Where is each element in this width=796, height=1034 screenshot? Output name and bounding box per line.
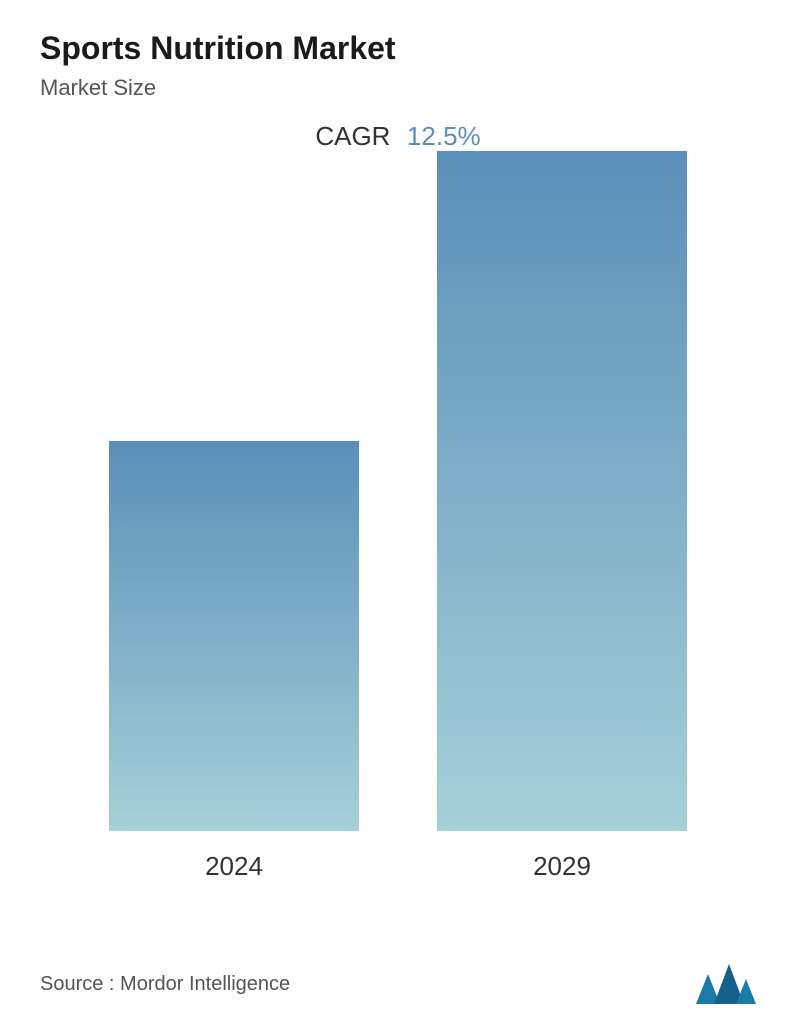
- cagr-value: 12.5%: [407, 121, 481, 151]
- bar-2029: [437, 151, 687, 831]
- cagr-label: CAGR: [315, 121, 390, 151]
- bar-wrapper-0: 2024: [109, 441, 359, 882]
- chart-footer: Source : Mordor Intelligence: [40, 964, 756, 1004]
- mordor-logo-icon: [696, 964, 756, 1004]
- bar-chart: 2024 2029: [40, 182, 756, 882]
- source-attribution: Source : Mordor Intelligence: [40, 973, 290, 996]
- bar-label-2024: 2024: [205, 851, 263, 882]
- chart-subtitle: Market Size: [40, 75, 756, 101]
- source-value: Mordor Intelligence: [120, 973, 290, 995]
- source-label: Source :: [40, 973, 114, 995]
- bar-wrapper-1: 2029: [437, 151, 687, 882]
- bar-label-2029: 2029: [533, 851, 591, 882]
- chart-title: Sports Nutrition Market: [40, 30, 756, 67]
- bar-2024: [109, 441, 359, 831]
- cagr-display: CAGR 12.5%: [40, 121, 756, 152]
